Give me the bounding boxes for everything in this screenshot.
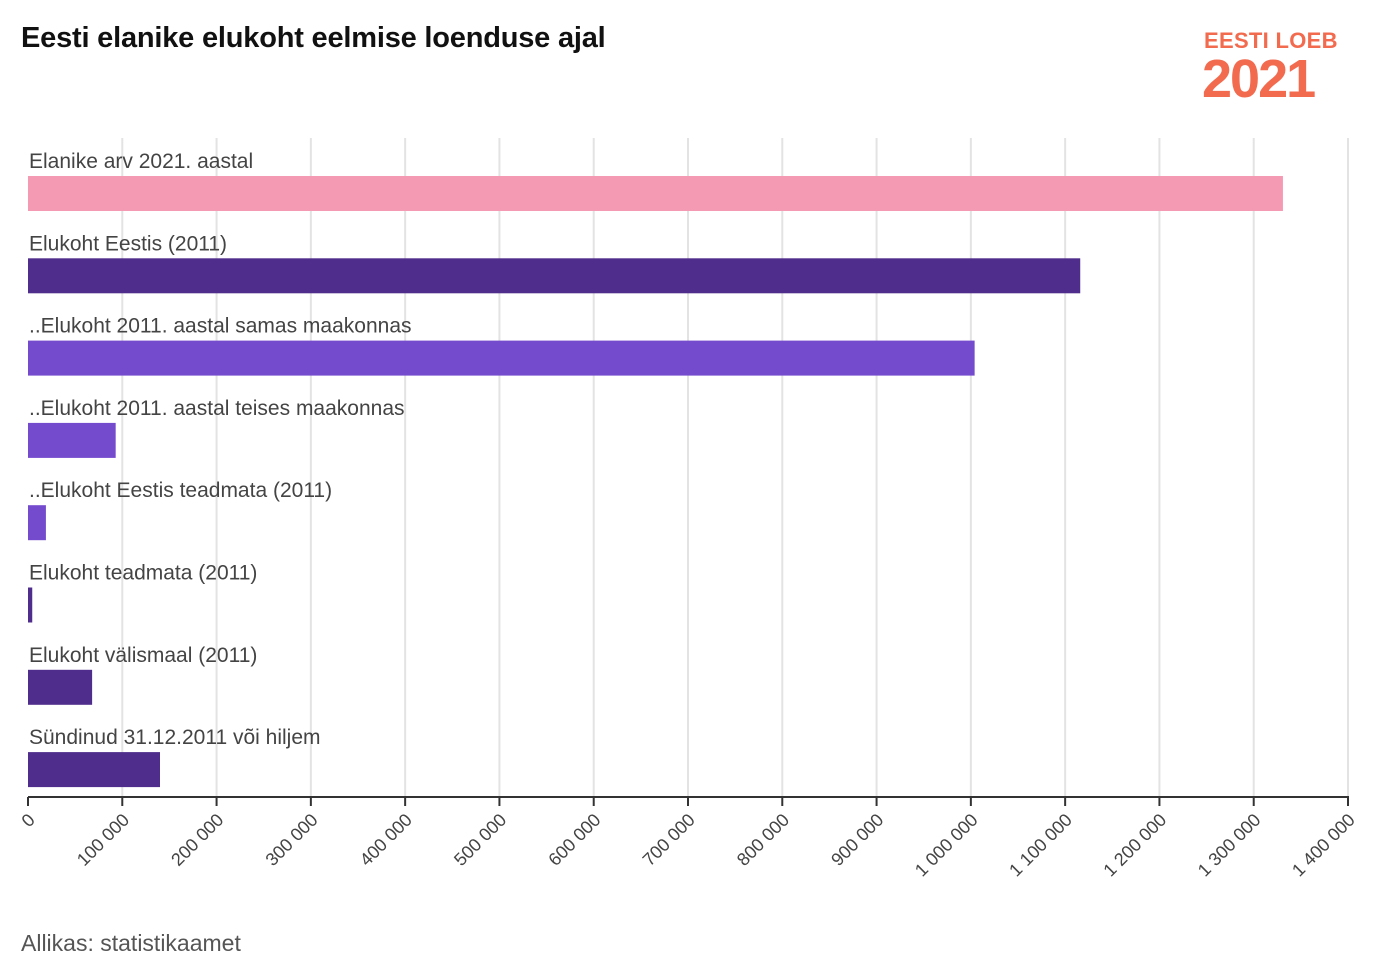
bar <box>28 505 46 541</box>
bar <box>28 422 116 458</box>
x-tick-label: 0 <box>18 810 39 831</box>
x-tick-label: 400 000 <box>356 810 416 870</box>
x-tick-label: 300 000 <box>262 810 322 870</box>
x-tick-label: 1 300 000 <box>1194 810 1265 881</box>
x-tick-label: 700 000 <box>639 810 699 870</box>
chart-title: Eesti elanike elukoht eelmise loenduse a… <box>21 22 606 54</box>
x-axis: 0 100 000 200 000 300 000 400 000 500 000 600 … <box>18 796 1359 881</box>
category-label: Elanike arv 2021. aastal <box>29 150 253 173</box>
bar <box>28 587 33 623</box>
x-tick-label: 100 000 <box>73 810 133 870</box>
eesti-loeb-logo: EESTI LOEB 2021 <box>1200 28 1350 109</box>
category-label: ..Elukoht 2011. aastal samas maakonnas <box>29 315 412 338</box>
x-tick-label: 600 000 <box>544 810 604 870</box>
category-label: ..Elukoht 2011. aastal teises maakonnas <box>29 397 405 420</box>
category-labels: Elanike arv 2021. aastal Elukoht Eestis (… <box>29 150 412 749</box>
category-label: ..Elukoht Eestis teadmata (2011) <box>29 479 332 502</box>
x-tick-label: 1 200 000 <box>1099 810 1170 881</box>
x-tick-label: 1 400 000 <box>1288 810 1359 881</box>
x-tick-label: 800 000 <box>733 810 793 870</box>
x-tick-label: 1 000 000 <box>911 810 982 881</box>
category-label: Elukoht välismaal (2011) <box>29 644 257 667</box>
x-tick-label: 200 000 <box>167 810 227 870</box>
bar <box>28 176 1283 211</box>
bar-chart: Elanike arv 2021. aastal Elukoht Eestis (… <box>18 138 1359 881</box>
grid-lines <box>121 138 1349 797</box>
category-label: Sündinud 31.12.2011 või hiljem <box>29 726 321 749</box>
logo-text: EESTI LOEB <box>1204 28 1338 53</box>
bar <box>28 258 1081 294</box>
logo-year: 2021 <box>1202 49 1316 109</box>
category-label: Elukoht teadmata (2011) <box>29 562 257 585</box>
source-note: Allikas: statistikaamet <box>21 930 241 956</box>
x-tick-label: 1 100 000 <box>1005 810 1076 881</box>
category-label: Elukoht Eestis (2011) <box>29 232 227 255</box>
x-tick-label: 500 000 <box>450 810 510 870</box>
bars <box>28 176 1283 788</box>
bar <box>28 340 975 376</box>
bar <box>28 669 93 705</box>
bar <box>28 752 160 788</box>
x-tick-label: 900 000 <box>827 810 887 870</box>
